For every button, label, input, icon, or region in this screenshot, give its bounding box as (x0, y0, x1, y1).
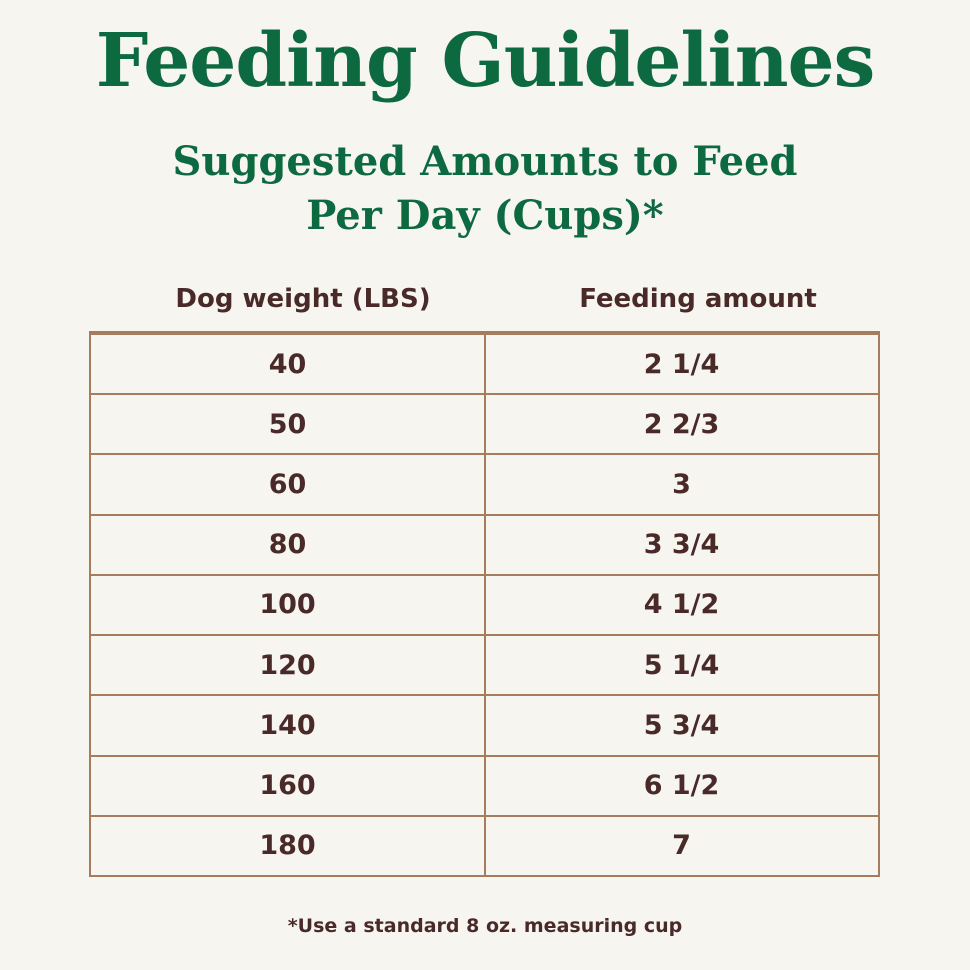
table-cell: 5 1/4 (643, 649, 720, 681)
column-header: Dog weight (LBS) (175, 284, 431, 314)
table-cell: 7 (672, 830, 691, 862)
table-row: 40 2 1/4 (91, 333, 878, 393)
table-cell: 50 (268, 408, 307, 440)
table-cell: 2 1/4 (643, 348, 720, 380)
table-cell: 60 (268, 469, 307, 501)
table-cell: 80 (268, 529, 307, 561)
table-row: 140 5 3/4 (91, 694, 878, 754)
table-cell: 3 3/4 (643, 529, 720, 561)
title: Feeding Guidelines (95, 18, 876, 104)
table-row: 60 3 (91, 453, 878, 513)
subtitle: Suggested Amounts to Feed (172, 138, 798, 185)
table: 40 2 1/4 50 2 2/3 60 3 80 3 3/4 100 4 1/2 120 5 1/4… (89, 331, 880, 877)
table-cell: 180 (259, 830, 316, 862)
table-cell: 2 2/3 (643, 408, 720, 440)
table-cell: 4 1/2 (643, 589, 720, 621)
table-row: 80 3 3/4 (91, 513, 878, 574)
table-cell: 100 (259, 589, 316, 621)
table-cell: 5 3/4 (643, 709, 720, 741)
table-cell: 140 (259, 709, 316, 741)
table-cell: 6 1/2 (643, 770, 720, 802)
table-row: 160 6 1/2 (91, 754, 878, 815)
table-cell: 120 (259, 649, 316, 681)
table-cell: 3 (672, 469, 691, 501)
table-row: 50 2 2/3 (91, 393, 878, 453)
table-cell: 40 (268, 348, 307, 380)
footnote: *Use a standard 8 oz. measuring cup (287, 915, 683, 937)
table-row: 120 5 1/4 (91, 634, 878, 694)
table-cell: 160 (259, 770, 316, 802)
column-divider (484, 333, 486, 875)
column-header: Feeding amount (579, 284, 817, 314)
table-row: 180 7 (91, 814, 878, 875)
table-row: 100 4 1/2 (91, 573, 878, 634)
subtitle: Per Day (Cups)* (306, 192, 664, 239)
